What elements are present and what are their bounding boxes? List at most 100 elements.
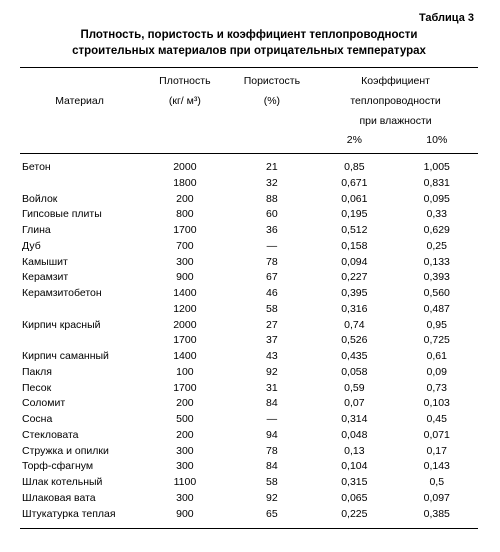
cell-porosity: 84	[231, 396, 313, 412]
cell-density: 800	[139, 207, 231, 223]
col-porosity-2: (%)	[231, 92, 313, 112]
cell-k10: 0,25	[396, 239, 478, 255]
cell-k2: 0,671	[313, 176, 395, 192]
cell-material: Гипсовые плиты	[20, 207, 139, 223]
cell-k2: 0,158	[313, 239, 395, 255]
cell-k10: 0,725	[396, 333, 478, 349]
cell-density: 2000	[139, 318, 231, 334]
table-row: Песок1700310,590,73	[20, 381, 478, 397]
cell-porosity: 21	[231, 154, 313, 176]
cell-k2: 0,094	[313, 255, 395, 271]
table-row: Кирпич саманный1400430,4350,61	[20, 349, 478, 365]
cell-material: Камышит	[20, 255, 139, 271]
cell-k10: 0,33	[396, 207, 478, 223]
cell-material: Шлак котельный	[20, 475, 139, 491]
cell-k10: 0,097	[396, 491, 478, 507]
cell-porosity: 58	[231, 475, 313, 491]
cell-porosity: 43	[231, 349, 313, 365]
cell-density: 1400	[139, 349, 231, 365]
cell-material: Стружка и опилки	[20, 444, 139, 460]
cell-k2: 0,512	[313, 223, 395, 239]
cell-k2: 0,061	[313, 192, 395, 208]
cell-material: Торф-сфагнум	[20, 459, 139, 475]
page: Таблица 3 Плотность, пористость и коэффи…	[0, 0, 500, 552]
cell-porosity: 84	[231, 459, 313, 475]
cell-porosity: 88	[231, 192, 313, 208]
cell-porosity: 32	[231, 176, 313, 192]
col-coef-2pct: 2%	[313, 131, 395, 153]
table-row: 1700370,5260,725	[20, 333, 478, 349]
col-coef-1: Коэффициент	[313, 68, 478, 92]
cell-material: Стекловата	[20, 428, 139, 444]
table-row: Керамзит900670,2270,393	[20, 270, 478, 286]
cell-material: Керамзитобетон	[20, 286, 139, 302]
cell-porosity: 31	[231, 381, 313, 397]
cell-porosity: 60	[231, 207, 313, 223]
cell-porosity: 94	[231, 428, 313, 444]
cell-k10: 0,45	[396, 412, 478, 428]
cell-k10: 0,071	[396, 428, 478, 444]
cell-density: 500	[139, 412, 231, 428]
cell-k2: 0,058	[313, 365, 395, 381]
cell-density: 300	[139, 255, 231, 271]
table-head: Материал Плотность Пористость Коэффициен…	[20, 68, 478, 154]
cell-porosity: 67	[231, 270, 313, 286]
cell-material: Дуб	[20, 239, 139, 255]
cell-k2: 0,07	[313, 396, 395, 412]
cell-porosity: 65	[231, 507, 313, 529]
cell-k2: 0,065	[313, 491, 395, 507]
cell-k2: 0,227	[313, 270, 395, 286]
materials-table: Материал Плотность Пористость Коэффициен…	[20, 67, 478, 529]
cell-porosity: 78	[231, 444, 313, 460]
cell-material: Глина	[20, 223, 139, 239]
cell-material: Сосна	[20, 412, 139, 428]
title-line-2: строительных материалов при отрицательны…	[72, 45, 426, 57]
cell-material: Штукатурка теплая	[20, 507, 139, 529]
cell-density: 100	[139, 365, 231, 381]
cell-k10: 0,487	[396, 302, 478, 318]
table-row: Сосна500—0,3140,45	[20, 412, 478, 428]
cell-k2: 0,195	[313, 207, 395, 223]
cell-density: 1700	[139, 333, 231, 349]
cell-k10: 0,143	[396, 459, 478, 475]
table-row: Камышит300780,0940,133	[20, 255, 478, 271]
col-density-2: (кг/ м³)	[139, 92, 231, 112]
cell-k2: 0,104	[313, 459, 395, 475]
table-row: Дуб700—0,1580,25	[20, 239, 478, 255]
cell-k2: 0,315	[313, 475, 395, 491]
cell-density: 200	[139, 428, 231, 444]
cell-k2: 0,85	[313, 154, 395, 176]
cell-k10: 1,005	[396, 154, 478, 176]
cell-k10: 0,17	[396, 444, 478, 460]
title-line-1: Плотность, пористость и коэффициент тепл…	[81, 29, 418, 41]
col-coef-3: при влажности	[313, 112, 478, 132]
cell-k10: 0,831	[396, 176, 478, 192]
table-row: Стекловата200940,0480,071	[20, 428, 478, 444]
cell-k2: 0,526	[313, 333, 395, 349]
cell-material: Шлаковая вата	[20, 491, 139, 507]
cell-porosity: —	[231, 239, 313, 255]
cell-density: 700	[139, 239, 231, 255]
cell-density: 1400	[139, 286, 231, 302]
cell-material: Бетон	[20, 154, 139, 176]
cell-porosity: —	[231, 412, 313, 428]
table-title: Плотность, пористость и коэффициент тепл…	[20, 28, 478, 59]
cell-k10: 0,560	[396, 286, 478, 302]
cell-density: 900	[139, 270, 231, 286]
cell-density: 300	[139, 459, 231, 475]
cell-porosity: 58	[231, 302, 313, 318]
cell-material: Пакля	[20, 365, 139, 381]
table-row: Глина1700360,5120,629	[20, 223, 478, 239]
cell-k2: 0,74	[313, 318, 395, 334]
cell-k2: 0,395	[313, 286, 395, 302]
cell-k10: 0,09	[396, 365, 478, 381]
cell-material: Песок	[20, 381, 139, 397]
cell-k10: 0,385	[396, 507, 478, 529]
cell-k2: 0,314	[313, 412, 395, 428]
cell-porosity: 78	[231, 255, 313, 271]
cell-k10: 0,133	[396, 255, 478, 271]
table-row: Керамзитобетон1400460,3950,560	[20, 286, 478, 302]
cell-density: 2000	[139, 154, 231, 176]
table-row: 1200580,3160,487	[20, 302, 478, 318]
table-row: Соломит200840,070,103	[20, 396, 478, 412]
